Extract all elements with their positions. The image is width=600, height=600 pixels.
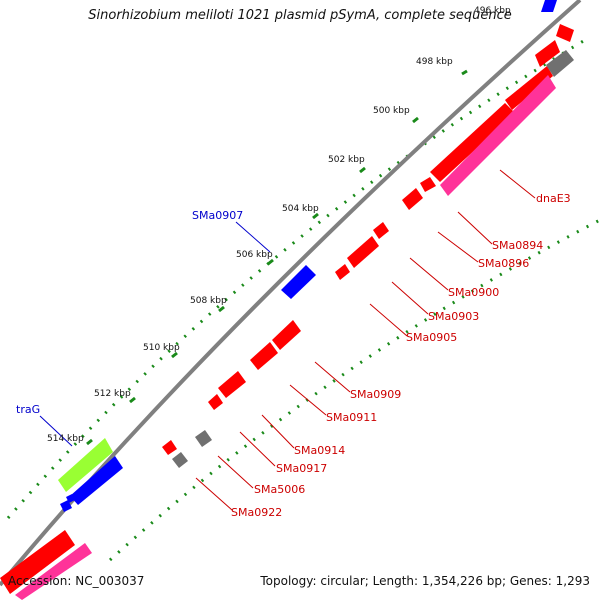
- gene-red-0917: [208, 394, 223, 410]
- gene-label-SMa0903: SMa0903: [428, 310, 479, 323]
- kbp-label: 512 kbp: [94, 389, 131, 399]
- gene-blue-small-2: [66, 494, 75, 503]
- gene-red-small-a: [162, 440, 177, 455]
- gene-label-SMa0894: SMa0894: [492, 239, 543, 252]
- gene-green-traG: [58, 438, 113, 492]
- kbp-label: 496 kbp: [474, 6, 511, 16]
- gene-gray-top: [546, 50, 574, 77]
- gene-top-red-1: [556, 24, 574, 42]
- gene-label-SMa0914: SMa0914: [294, 444, 345, 457]
- gene-label-SMa0896: SMa0896: [478, 257, 529, 270]
- gene-blue-0907: [281, 265, 316, 299]
- kbp-label: 508 kbp: [190, 296, 227, 306]
- gene-label-SMa0905: SMa0905: [406, 331, 457, 344]
- gene-red-0896: [402, 188, 423, 210]
- accession-text: Accession: NC_003037: [8, 574, 145, 588]
- gene-red-0894: [420, 177, 436, 192]
- gene-red-0911: [250, 342, 278, 370]
- gene-red-dnaE3: [430, 103, 515, 182]
- gene-label-SMa0900: SMa0900: [448, 286, 499, 299]
- gene-red-0903: [347, 236, 379, 268]
- label-leaders: [39, 169, 536, 511]
- inner-tick-ring: [108, 218, 600, 562]
- gene-red-0905: [335, 264, 350, 280]
- summary-text: Topology: circular; Length: 1,354,226 bp…: [260, 574, 590, 588]
- kbp-label: 510 kbp: [143, 343, 180, 353]
- gene-pink-large: [440, 75, 556, 196]
- kbp-label: 506 kbp: [236, 250, 273, 260]
- gene-label-SMa0922: SMa0922: [231, 506, 282, 519]
- kbp-label: 500 kbp: [373, 106, 410, 116]
- kbp-labels: 496 kbp 498 kbp 500 kbp 502 kbp 504 kbp …: [47, 6, 511, 444]
- gene-label-SMa0911: SMa0911: [326, 411, 377, 424]
- major-ticks: [86, 69, 468, 446]
- gene-label-SMa0917: SMa0917: [276, 462, 327, 475]
- gene-red-large-1: [535, 40, 560, 67]
- gene-red-0900: [373, 222, 389, 239]
- gene-label-SMa5006: SMa5006: [254, 483, 305, 496]
- kbp-label: 498 kbp: [416, 57, 453, 67]
- kbp-label: 504 kbp: [282, 204, 319, 214]
- kbp-label: 514 kbp: [47, 434, 84, 444]
- map-title: Sinorhizobium meliloti 1021 plasmid pSym…: [88, 8, 512, 23]
- gene-red-0909: [272, 320, 301, 350]
- gene-gray-5006: [195, 430, 212, 447]
- gene-top-blue: [541, 0, 557, 12]
- gene-label-dnaE3: dnaE3: [536, 192, 571, 205]
- gene-pink-bottom: [15, 543, 92, 600]
- gene-gray-0922: [172, 452, 188, 468]
- gene-label-SMa0909: SMa0909: [350, 388, 401, 401]
- gene-red-bottom-1: [0, 530, 75, 594]
- gene-label-SMa0907: SMa0907: [192, 209, 243, 222]
- inner-strand-genes: [440, 50, 574, 196]
- kbp-label: 502 kbp: [328, 155, 365, 165]
- gene-labels: dnaE3 SMa0894 SMa0896 SMa0900 SMa0903 SM…: [16, 192, 571, 519]
- gene-blue-large: [70, 456, 123, 505]
- gene-red-mid: [505, 66, 553, 110]
- gene-red-0914: [218, 371, 246, 398]
- gene-label-traG: traG: [16, 403, 40, 416]
- outer-strand-genes: [0, 0, 574, 600]
